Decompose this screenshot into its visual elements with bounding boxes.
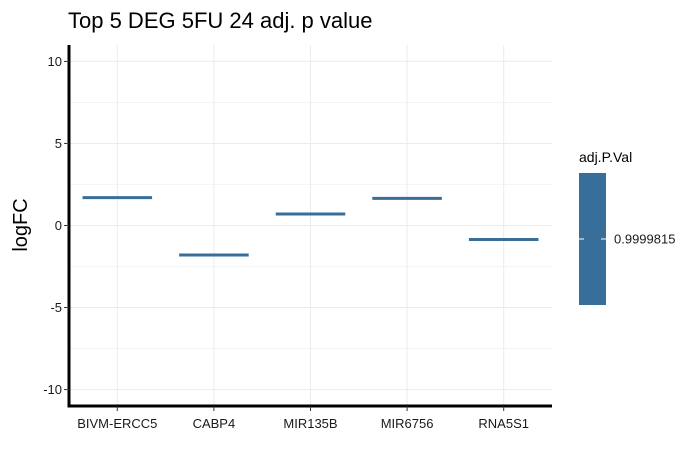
- x-tick-label: MIR6756: [381, 416, 434, 431]
- x-tick-labels: BIVM-ERCC5 CABP4 MIR135B MIR6756 RNA5S1: [77, 406, 529, 431]
- legend-label: 0.9999815: [614, 232, 675, 247]
- y-tick-label: 0: [55, 218, 62, 233]
- y-tick-label: -5: [50, 300, 62, 315]
- x-tick-label: CABP4: [193, 416, 236, 431]
- legend: adj.P.Val 0.9999815: [579, 149, 675, 305]
- chart-title: Top 5 DEG 5FU 24 adj. p value: [68, 8, 373, 33]
- x-tick-label: BIVM-ERCC5: [77, 416, 157, 431]
- bar-segments: [82, 196, 539, 257]
- y-axis-label: logFC: [10, 198, 32, 251]
- y-tick-label: 5: [55, 136, 62, 151]
- y-tick-label: -10: [43, 382, 62, 397]
- x-tick-label: RNA5S1: [478, 416, 529, 431]
- legend-title: adj.P.Val: [579, 149, 632, 165]
- y-tick-label: 10: [48, 54, 62, 69]
- y-tick-labels: -10 -5 0 5 10: [43, 54, 69, 397]
- x-tick-label: MIR135B: [283, 416, 337, 431]
- grid-lines: [69, 45, 552, 406]
